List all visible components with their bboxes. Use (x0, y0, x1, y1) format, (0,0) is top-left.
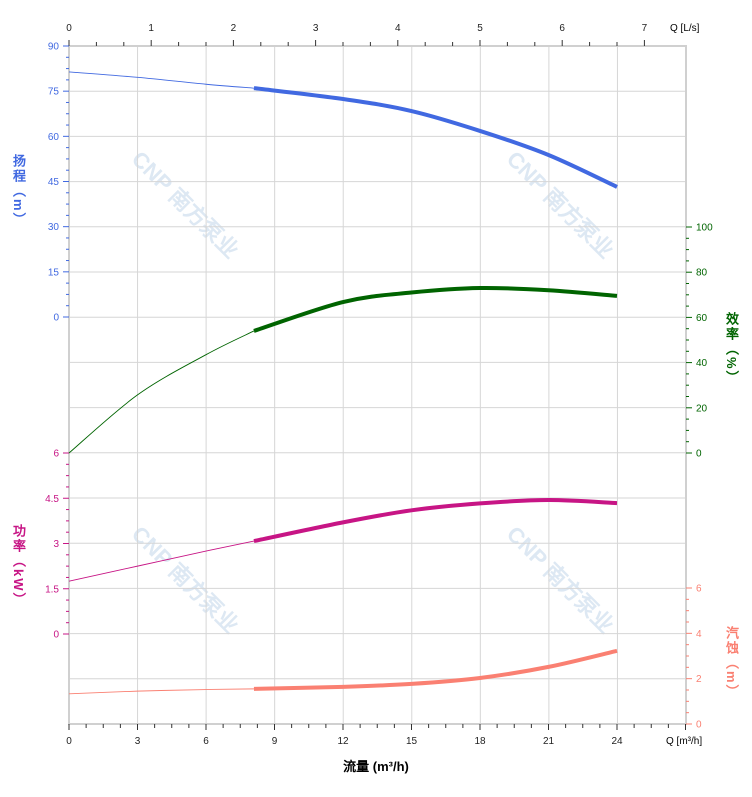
npsh-curve-extended (68, 688, 254, 695)
npsh-curve (253, 648, 618, 691)
efficiency-axis-label: 效率（%） (724, 312, 739, 386)
head-tick-label: 60 (48, 132, 60, 143)
x-axis-title: 流量 (m³/h) (343, 759, 409, 774)
npsh-tick-label: 6 (696, 584, 702, 595)
head-tick-label: 90 (48, 42, 60, 53)
head-tick-label: 15 (48, 267, 60, 278)
watermark-logo: CNP 南方泵业 (502, 146, 619, 263)
power-tick-label: 0 (53, 630, 59, 641)
x-top-tick-label: 6 (559, 23, 565, 34)
x-unit-label: Q [m³/h] (666, 736, 703, 747)
watermark-logo: CNP 南方泵业 (127, 521, 244, 638)
npsh-tick-label: 0 (696, 720, 702, 731)
head-curve (253, 86, 618, 189)
efficiency-tick-label: 80 (696, 268, 708, 279)
npsh-axis-label: 汽蚀（m） (724, 626, 739, 700)
power-curve (253, 498, 618, 544)
efficiency-tick-label: 40 (696, 358, 708, 369)
npsh-tick-label: 4 (696, 629, 702, 640)
head-tick-label: 0 (53, 313, 59, 324)
power-curve-extended (68, 540, 255, 582)
efficiency-tick-label: 0 (696, 449, 702, 460)
x-top-tick-label: 2 (231, 23, 237, 34)
x-top-tick-label: 4 (395, 23, 401, 34)
head-tick-label: 75 (48, 87, 60, 98)
power-axis-label: 功率（kW） (11, 524, 26, 608)
watermark-logo: CNP 南方泵业 (127, 146, 244, 263)
efficiency-tick-label: 20 (696, 403, 708, 414)
x-top-tick-label: 1 (148, 23, 154, 34)
efficiency-curve-extended (68, 330, 255, 454)
head-axis-label: 扬程（m） (11, 154, 26, 228)
x-top-tick-label: 3 (313, 23, 319, 34)
x-tick-label: 12 (337, 736, 349, 747)
x-top-tick-label: 0 (66, 23, 72, 34)
x-tick-label: 0 (66, 736, 72, 747)
efficiency-curve (253, 285, 618, 333)
head-curve-extended (68, 71, 254, 89)
power-tick-label: 6 (53, 449, 59, 460)
efficiency-tick-label: 100 (696, 223, 713, 234)
x-tick-label: 21 (543, 736, 555, 747)
power-tick-label: 1.5 (45, 584, 59, 595)
x-tick-label: 15 (406, 736, 418, 747)
efficiency-tick-label: 60 (696, 313, 708, 324)
x-tick-label: 18 (474, 736, 486, 747)
x-top-tick-label: 5 (477, 23, 483, 34)
watermark-logo: CNP 南方泵业 (502, 521, 619, 638)
head-tick-label: 30 (48, 222, 60, 233)
npsh-tick-label: 2 (696, 674, 702, 685)
power-tick-label: 3 (53, 539, 59, 550)
x-top-unit-label: Q [L/s] (670, 23, 700, 34)
x-tick-label: 24 (611, 736, 623, 747)
head-tick-label: 45 (48, 177, 60, 188)
x-tick-label: 6 (203, 736, 209, 747)
x-tick-label: 3 (135, 736, 141, 747)
x-top-tick-label: 7 (642, 23, 648, 34)
power-tick-label: 4.5 (45, 494, 59, 505)
x-tick-label: 9 (272, 736, 278, 747)
